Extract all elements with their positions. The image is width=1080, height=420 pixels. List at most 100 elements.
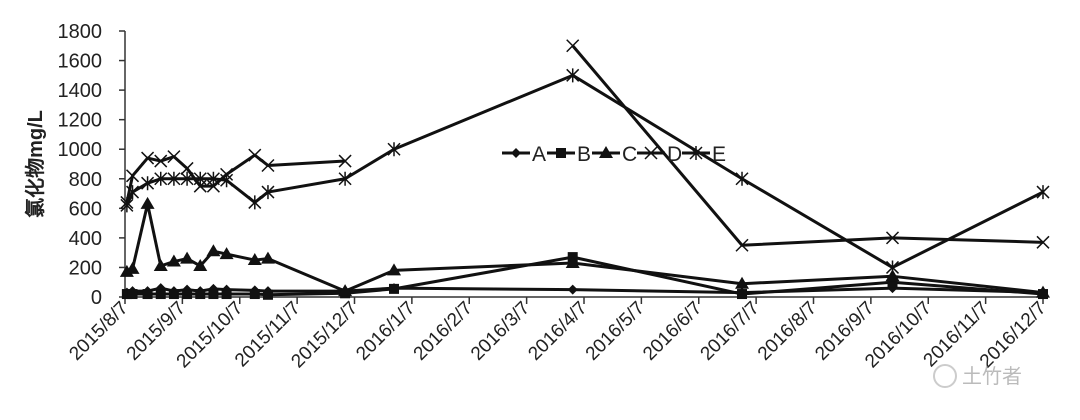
data-point-E: [180, 171, 194, 186]
y-tick-label: 800: [69, 169, 102, 191]
data-point-C: [140, 196, 155, 209]
data-point-C: [125, 261, 140, 274]
data-point-C: [338, 284, 353, 297]
x-tick-label: 2016/4/7: [524, 298, 591, 365]
y-tick-label: 1600: [58, 51, 103, 73]
x-tick-label: 2016/6/7: [639, 298, 706, 365]
legend-label: B: [577, 143, 591, 166]
x-tick-label: 2016/8/7: [754, 298, 821, 365]
data-point-B: [195, 289, 206, 300]
y-tick-label: 1400: [58, 80, 103, 102]
data-point-C: [1036, 285, 1050, 298]
data-point-E: [206, 171, 220, 186]
legend-marker-D: [644, 146, 658, 160]
data-point-B: [168, 289, 179, 300]
legend-marker-C: [599, 146, 613, 158]
data-point-C: [260, 251, 275, 264]
x-tick-label: 2016/7/7: [697, 298, 764, 365]
data-point-B: [221, 289, 232, 300]
data-point-E: [387, 142, 401, 157]
data-point-D: [248, 148, 262, 162]
y-tick-label: 400: [69, 228, 102, 250]
data-point-E: [735, 171, 749, 186]
data-point-D: [167, 150, 181, 164]
x-tick-label: 2016/5/7: [582, 298, 649, 365]
data-point-B: [389, 283, 400, 294]
data-point-B: [737, 289, 748, 300]
data-point-B: [155, 289, 166, 300]
data-point-C: [219, 247, 234, 260]
legend-marker-A: [511, 148, 521, 158]
series-D: [120, 39, 1050, 252]
data-point-E: [125, 185, 140, 200]
data-point-E: [261, 185, 275, 200]
data-point-D: [885, 231, 900, 245]
legend-label: C: [622, 143, 637, 166]
legend-marker-B: [556, 148, 566, 158]
data-point-B: [262, 289, 273, 300]
legend-label: E: [712, 143, 726, 166]
data-point-E: [1036, 185, 1050, 200]
data-point-E: [338, 171, 352, 186]
data-point-E: [141, 176, 155, 191]
data-point-C: [735, 276, 750, 289]
watermark-text: 土竹者: [962, 365, 1022, 388]
y-tick-label: 1800: [58, 21, 103, 43]
legend-item-C: C: [592, 143, 637, 166]
data-point-D: [141, 151, 155, 165]
series-C: [119, 196, 1050, 298]
data-point-D: [338, 154, 352, 168]
y-tick-label: 1000: [58, 139, 103, 161]
data-point-E: [167, 171, 181, 186]
axes: 0200400600800100012001400160018002015/8/…: [58, 21, 1051, 372]
legend-marker-E: [689, 146, 703, 160]
x-tick-label: 2016/3/7: [467, 298, 534, 365]
legend-item-E: E: [682, 143, 726, 166]
data-point-C: [247, 253, 262, 266]
data-point-E: [248, 195, 262, 210]
data-point-E: [120, 198, 134, 213]
x-tick-label: 2016/2/7: [410, 298, 477, 365]
data-point-E: [220, 173, 234, 188]
data-point-D: [125, 169, 140, 183]
legend-item-B: B: [547, 143, 591, 166]
data-point-B: [121, 289, 132, 300]
watermark: 土竹者: [933, 364, 1022, 388]
data-point-D: [1036, 235, 1050, 249]
data-point-C: [387, 263, 402, 276]
data-point-D: [261, 158, 275, 173]
series-E: [120, 68, 1050, 275]
data-point-C: [885, 269, 900, 282]
legend: A B C D E: [502, 143, 726, 166]
legend-label: D: [667, 143, 682, 166]
data-point-D: [180, 161, 194, 175]
data-point-E: [885, 260, 900, 275]
data-point-E: [193, 171, 207, 186]
series-layer: [119, 39, 1050, 300]
data-point-D: [735, 238, 749, 252]
data-point-A: [567, 284, 578, 295]
y-tick-label: 1200: [58, 110, 103, 132]
y-axis-label: 氯化物mg/L: [23, 110, 47, 218]
data-point-D: [566, 39, 580, 53]
legend-item-D: D: [637, 143, 682, 166]
data-point-B: [142, 289, 153, 300]
data-point-B: [127, 289, 138, 300]
data-point-C: [193, 258, 208, 271]
data-point-B: [887, 277, 898, 288]
legend-item-A: A: [502, 143, 546, 166]
y-tick-label: 200: [69, 257, 102, 279]
data-point-C: [166, 254, 181, 267]
watermark-logo-icon: [933, 364, 957, 388]
data-point-B: [182, 289, 193, 300]
data-point-D: [154, 154, 168, 168]
data-point-C: [565, 256, 580, 269]
y-tick-label: 0: [91, 287, 102, 309]
x-tick-label: 2016/1/7: [352, 298, 419, 365]
y-tick-label: 600: [69, 198, 102, 220]
data-point-E: [154, 171, 168, 186]
legend-label: A: [532, 143, 546, 166]
data-point-E: [566, 68, 580, 83]
data-point-C: [180, 251, 195, 264]
